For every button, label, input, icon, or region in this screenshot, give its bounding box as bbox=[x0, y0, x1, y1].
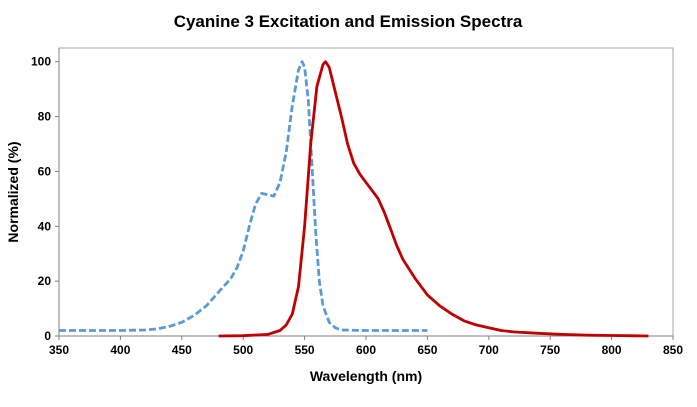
x-tick-label: 550 bbox=[295, 343, 315, 357]
y-tick-label: 80 bbox=[38, 110, 52, 124]
y-tick-label: 20 bbox=[38, 274, 52, 288]
plot-frame bbox=[58, 47, 674, 337]
x-tick-label: 350 bbox=[49, 343, 69, 357]
x-tick-label: 600 bbox=[356, 343, 376, 357]
x-tick-label: 500 bbox=[233, 343, 253, 357]
x-tick-label: 400 bbox=[110, 343, 130, 357]
y-tick-label: 100 bbox=[31, 55, 51, 69]
emission-series-line bbox=[218, 60, 649, 338]
x-tick-label: 650 bbox=[417, 343, 437, 357]
chart-title: Cyanine 3 Excitation and Emission Spectr… bbox=[174, 12, 523, 31]
excitation-series-line bbox=[59, 60, 428, 332]
y-tick-label: 40 bbox=[38, 219, 52, 233]
x-tick-label: 450 bbox=[172, 343, 192, 357]
x-axis-label: Wavelength (nm) bbox=[310, 368, 422, 384]
x-tick-label: 800 bbox=[602, 343, 622, 357]
y-tick-label: 60 bbox=[38, 164, 52, 178]
x-tick-label: 850 bbox=[663, 343, 683, 357]
y-axis-label: Normalized (%) bbox=[5, 141, 21, 242]
y-tick-label: 0 bbox=[44, 329, 51, 343]
x-tick-label: 700 bbox=[479, 343, 499, 357]
plot-area: 0 20 40 60 80 100 350 400 450 500 550 600 650 700 750 8… bbox=[31, 47, 683, 357]
x-tick-label: 750 bbox=[540, 343, 560, 357]
